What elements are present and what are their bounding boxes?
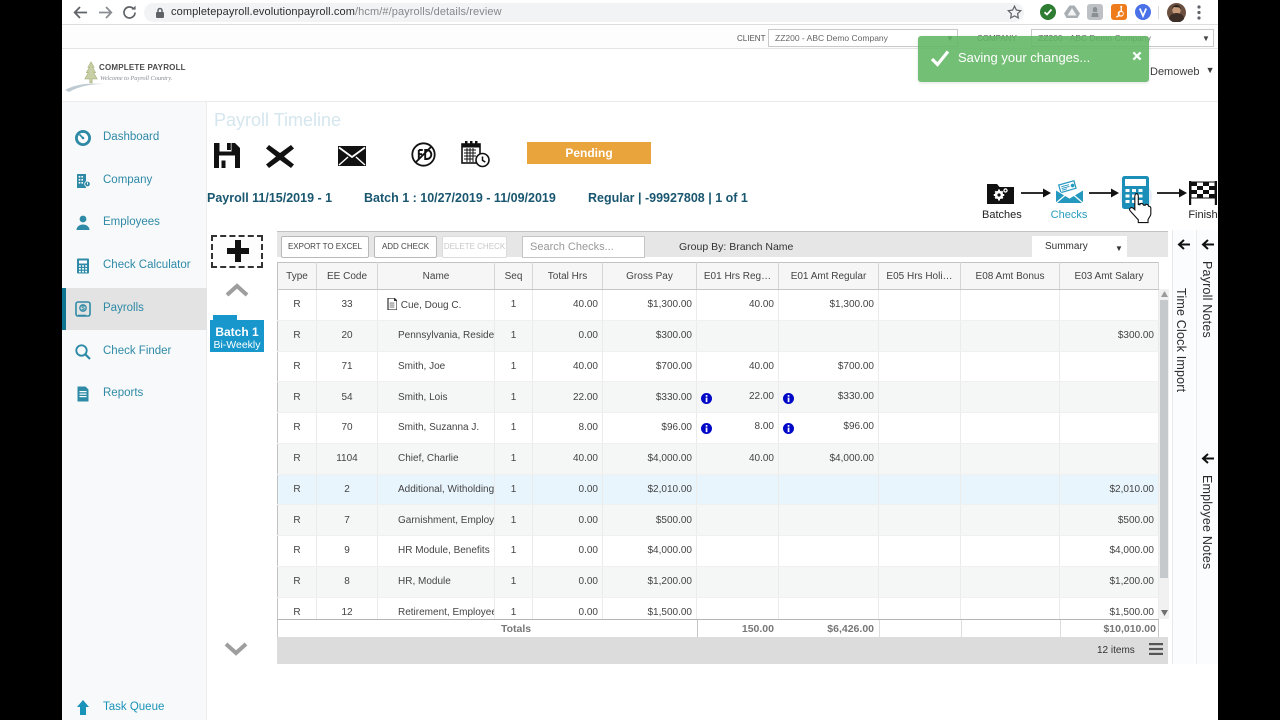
svg-text:$: $ <box>81 305 85 312</box>
